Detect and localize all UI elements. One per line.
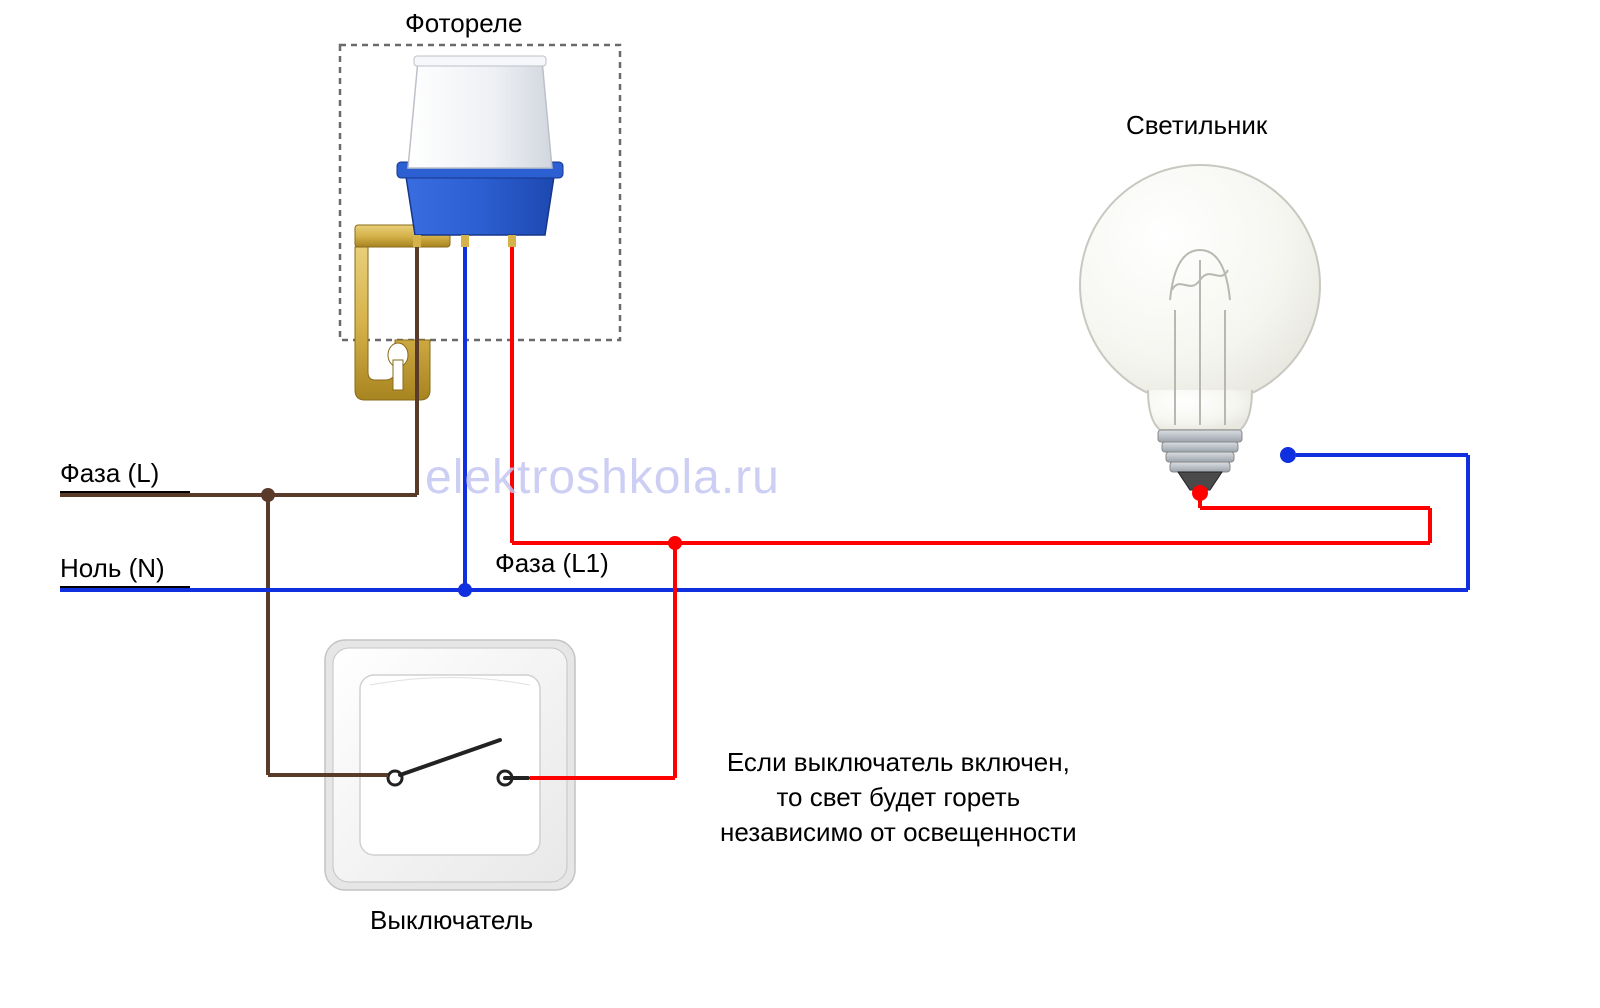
relay-title: Фотореле xyxy=(405,8,522,39)
lamp-title: Светильник xyxy=(1126,110,1267,141)
node-blue-relay xyxy=(458,583,472,597)
node-red-junction xyxy=(668,536,682,550)
relay-bracket xyxy=(355,225,450,400)
note-text: Если выключатель включен, то свет будет … xyxy=(720,745,1077,850)
wall-switch xyxy=(325,640,575,890)
phase-label: Фаза (L) xyxy=(60,458,190,493)
note-line-1: Если выключатель включен, xyxy=(727,747,1070,777)
switch-title: Выключатель xyxy=(370,905,533,936)
note-line-3: независимо от освещенности xyxy=(720,817,1077,847)
node-brown-tap xyxy=(261,488,275,502)
wiring-diagram xyxy=(0,0,1600,1008)
neutral-label: Ноль (N) xyxy=(60,553,190,588)
watermark: elektroshkola.ru xyxy=(425,450,780,505)
note-line-2: то свет будет гореть xyxy=(776,782,1020,812)
phase-l1-label: Фаза (L1) xyxy=(495,548,609,579)
photo-relay xyxy=(397,56,563,247)
light-bulb xyxy=(1080,165,1320,501)
